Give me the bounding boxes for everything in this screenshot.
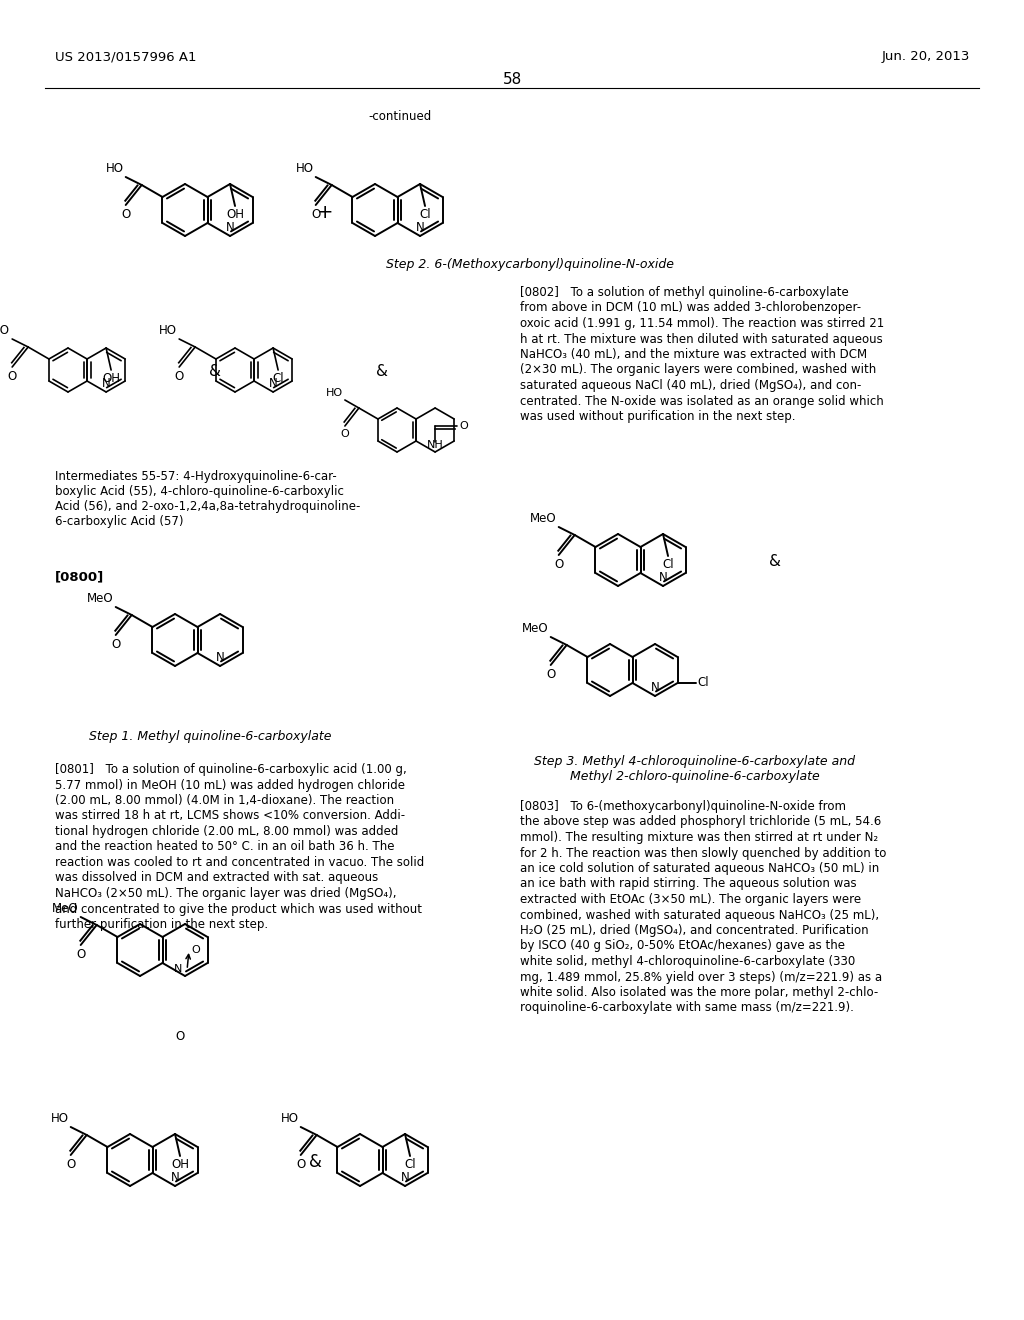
Text: [0801] To a solution of quinoline-6-carboxylic acid (1.00 g,: [0801] To a solution of quinoline-6-carb… — [55, 763, 407, 776]
Text: Intermediates 55-57: 4-Hydroxyquinoline-6-car-
boxylic Acid (55), 4-chloro-quino: Intermediates 55-57: 4-Hydroxyquinoline-… — [55, 470, 360, 528]
Text: -continued: -continued — [369, 110, 432, 123]
Text: O: O — [67, 1158, 76, 1171]
Text: for 2 h. The reaction was then slowly quenched by addition to: for 2 h. The reaction was then slowly qu… — [520, 846, 887, 859]
Text: Cl: Cl — [663, 558, 674, 572]
Text: HO: HO — [326, 388, 343, 399]
Text: and the reaction heated to 50° C. in an oil bath 36 h. The: and the reaction heated to 50° C. in an … — [55, 841, 394, 854]
Text: 58: 58 — [503, 73, 521, 87]
Text: O: O — [554, 558, 563, 572]
Text: O: O — [111, 638, 121, 651]
Text: saturated aqueous NaCl (40 mL), dried (MgSO₄), and con-: saturated aqueous NaCl (40 mL), dried (M… — [520, 379, 861, 392]
Text: the above step was added phosphoryl trichloride (5 mL, 54.6: the above step was added phosphoryl tric… — [520, 816, 882, 829]
Text: Cl: Cl — [419, 209, 431, 220]
Text: O: O — [341, 429, 349, 440]
Text: (2×30 mL). The organic layers were combined, washed with: (2×30 mL). The organic layers were combi… — [520, 363, 877, 376]
Text: OH: OH — [226, 209, 244, 220]
Text: white solid. Also isolated was the more polar, methyl 2-chlo-: white solid. Also isolated was the more … — [520, 986, 879, 999]
Text: an ice cold solution of saturated aqueous NaHCO₃ (50 mL) in: an ice cold solution of saturated aqueou… — [520, 862, 880, 875]
Text: MeO: MeO — [87, 591, 114, 605]
Text: (2.00 mL, 8.00 mmol) (4.0M in 1,4-dioxane). The reaction: (2.00 mL, 8.00 mmol) (4.0M in 1,4-dioxan… — [55, 795, 394, 807]
Text: reaction was cooled to rt and concentrated in vacuo. The solid: reaction was cooled to rt and concentrat… — [55, 855, 424, 869]
Text: O: O — [191, 945, 200, 954]
Text: white solid, methyl 4-chloroquinoline-6-carboxylate (330: white solid, methyl 4-chloroquinoline-6-… — [520, 954, 855, 968]
Text: NaHCO₃ (40 mL), and the mixture was extracted with DCM: NaHCO₃ (40 mL), and the mixture was extr… — [520, 348, 867, 360]
Text: Step 1. Methyl quinoline-6-carboxylate: Step 1. Methyl quinoline-6-carboxylate — [89, 730, 331, 743]
Text: N: N — [650, 681, 659, 694]
Text: HO: HO — [159, 323, 177, 337]
Text: HO: HO — [0, 323, 10, 337]
Text: N: N — [171, 1171, 179, 1184]
Text: O: O — [7, 370, 16, 383]
Text: an ice bath with rapid stirring. The aqueous solution was: an ice bath with rapid stirring. The aqu… — [520, 878, 857, 891]
Text: O: O — [311, 209, 321, 220]
Text: Cl: Cl — [404, 1158, 416, 1171]
Text: Step 3. Methyl 4-chloroquinoline-6-carboxylate and
Methyl 2-chloro-quinoline-6-c: Step 3. Methyl 4-chloroquinoline-6-carbo… — [535, 755, 855, 783]
Text: and concentrated to give the product which was used without: and concentrated to give the product whi… — [55, 903, 422, 916]
Text: from above in DCM (10 mL) was added 3-chlorobenzoper-: from above in DCM (10 mL) was added 3-ch… — [520, 301, 861, 314]
Text: MeO: MeO — [52, 902, 79, 915]
Text: MeO: MeO — [522, 622, 549, 635]
Text: OH: OH — [102, 372, 120, 385]
Text: by ISCO (40 g SiO₂, 0-50% EtOAc/hexanes) gave as the: by ISCO (40 g SiO₂, 0-50% EtOAc/hexanes)… — [520, 940, 845, 953]
Text: Cl: Cl — [697, 676, 710, 689]
Text: O: O — [175, 1030, 184, 1043]
Text: N: N — [225, 220, 234, 234]
Text: [0800]: [0800] — [55, 570, 104, 583]
Text: O: O — [121, 209, 130, 220]
Text: HO: HO — [105, 162, 124, 176]
Text: further purification in the next step.: further purification in the next step. — [55, 917, 268, 931]
Text: N: N — [174, 964, 182, 974]
Text: h at rt. The mixture was then diluted with saturated aqueous: h at rt. The mixture was then diluted wi… — [520, 333, 883, 346]
Text: N: N — [416, 220, 424, 234]
Text: &: & — [308, 1152, 322, 1171]
Text: O: O — [76, 948, 85, 961]
Text: centrated. The N-oxide was isolated as an orange solid which: centrated. The N-oxide was isolated as a… — [520, 395, 884, 408]
Text: O: O — [174, 370, 183, 383]
Text: 5.77 mmol) in MeOH (10 mL) was added hydrogen chloride: 5.77 mmol) in MeOH (10 mL) was added hyd… — [55, 779, 406, 792]
Text: was stirred 18 h at rt, LCMS shows <10% conversion. Addi-: was stirred 18 h at rt, LCMS shows <10% … — [55, 809, 406, 822]
Text: Step 2. 6-(Methoxycarbonyl)quinoline-N-oxide: Step 2. 6-(Methoxycarbonyl)quinoline-N-o… — [386, 257, 674, 271]
Text: &: & — [769, 554, 781, 569]
Text: O: O — [546, 668, 555, 681]
Text: &: & — [376, 364, 388, 380]
Text: mg, 1.489 mmol, 25.8% yield over 3 steps) (m/z=221.9) as a: mg, 1.489 mmol, 25.8% yield over 3 steps… — [520, 970, 882, 983]
Text: &: & — [209, 364, 221, 380]
Text: HO: HO — [296, 162, 313, 176]
Text: N: N — [268, 378, 278, 389]
Text: US 2013/0157996 A1: US 2013/0157996 A1 — [55, 50, 197, 63]
Text: NaHCO₃ (2×50 mL). The organic layer was dried (MgSO₄),: NaHCO₃ (2×50 mL). The organic layer was … — [55, 887, 396, 900]
Text: N: N — [216, 651, 224, 664]
Text: [0802] To a solution of methyl quinoline-6-carboxylate: [0802] To a solution of methyl quinoline… — [520, 286, 849, 300]
Text: was used without purification in the next step.: was used without purification in the nex… — [520, 411, 796, 422]
Text: extracted with EtOAc (3×50 mL). The organic layers were: extracted with EtOAc (3×50 mL). The orga… — [520, 894, 861, 906]
Text: was dissolved in DCM and extracted with sat. aqueous: was dissolved in DCM and extracted with … — [55, 871, 378, 884]
Text: N: N — [400, 1171, 410, 1184]
Text: [0803] To 6-(methoxycarbonyl)quinoline-N-oxide from: [0803] To 6-(methoxycarbonyl)quinoline-N… — [520, 800, 846, 813]
Text: N: N — [658, 572, 668, 583]
Text: Cl: Cl — [272, 372, 284, 385]
Text: combined, washed with saturated aqueous NaHCO₃ (25 mL),: combined, washed with saturated aqueous … — [520, 908, 880, 921]
Text: oxoic acid (1.991 g, 11.54 mmol). The reaction was stirred 21: oxoic acid (1.991 g, 11.54 mmol). The re… — [520, 317, 885, 330]
Text: O: O — [459, 421, 468, 432]
Text: H₂O (25 mL), dried (MgSO₄), and concentrated. Purification: H₂O (25 mL), dried (MgSO₄), and concentr… — [520, 924, 868, 937]
Text: +: + — [316, 202, 333, 222]
Text: NH: NH — [427, 440, 443, 450]
Text: N: N — [101, 378, 111, 389]
Text: Jun. 20, 2013: Jun. 20, 2013 — [882, 50, 970, 63]
Text: HO: HO — [51, 1111, 69, 1125]
Text: MeO: MeO — [530, 512, 557, 525]
Text: OH: OH — [171, 1158, 189, 1171]
Text: mmol). The resulting mixture was then stirred at rt under N₂: mmol). The resulting mixture was then st… — [520, 832, 879, 843]
Text: roquinoline-6-carboxylate with same mass (m/z=221.9).: roquinoline-6-carboxylate with same mass… — [520, 1002, 854, 1015]
Text: tional hydrogen chloride (2.00 mL, 8.00 mmol) was added: tional hydrogen chloride (2.00 mL, 8.00 … — [55, 825, 398, 838]
Text: O: O — [296, 1158, 305, 1171]
Text: HO: HO — [281, 1111, 299, 1125]
